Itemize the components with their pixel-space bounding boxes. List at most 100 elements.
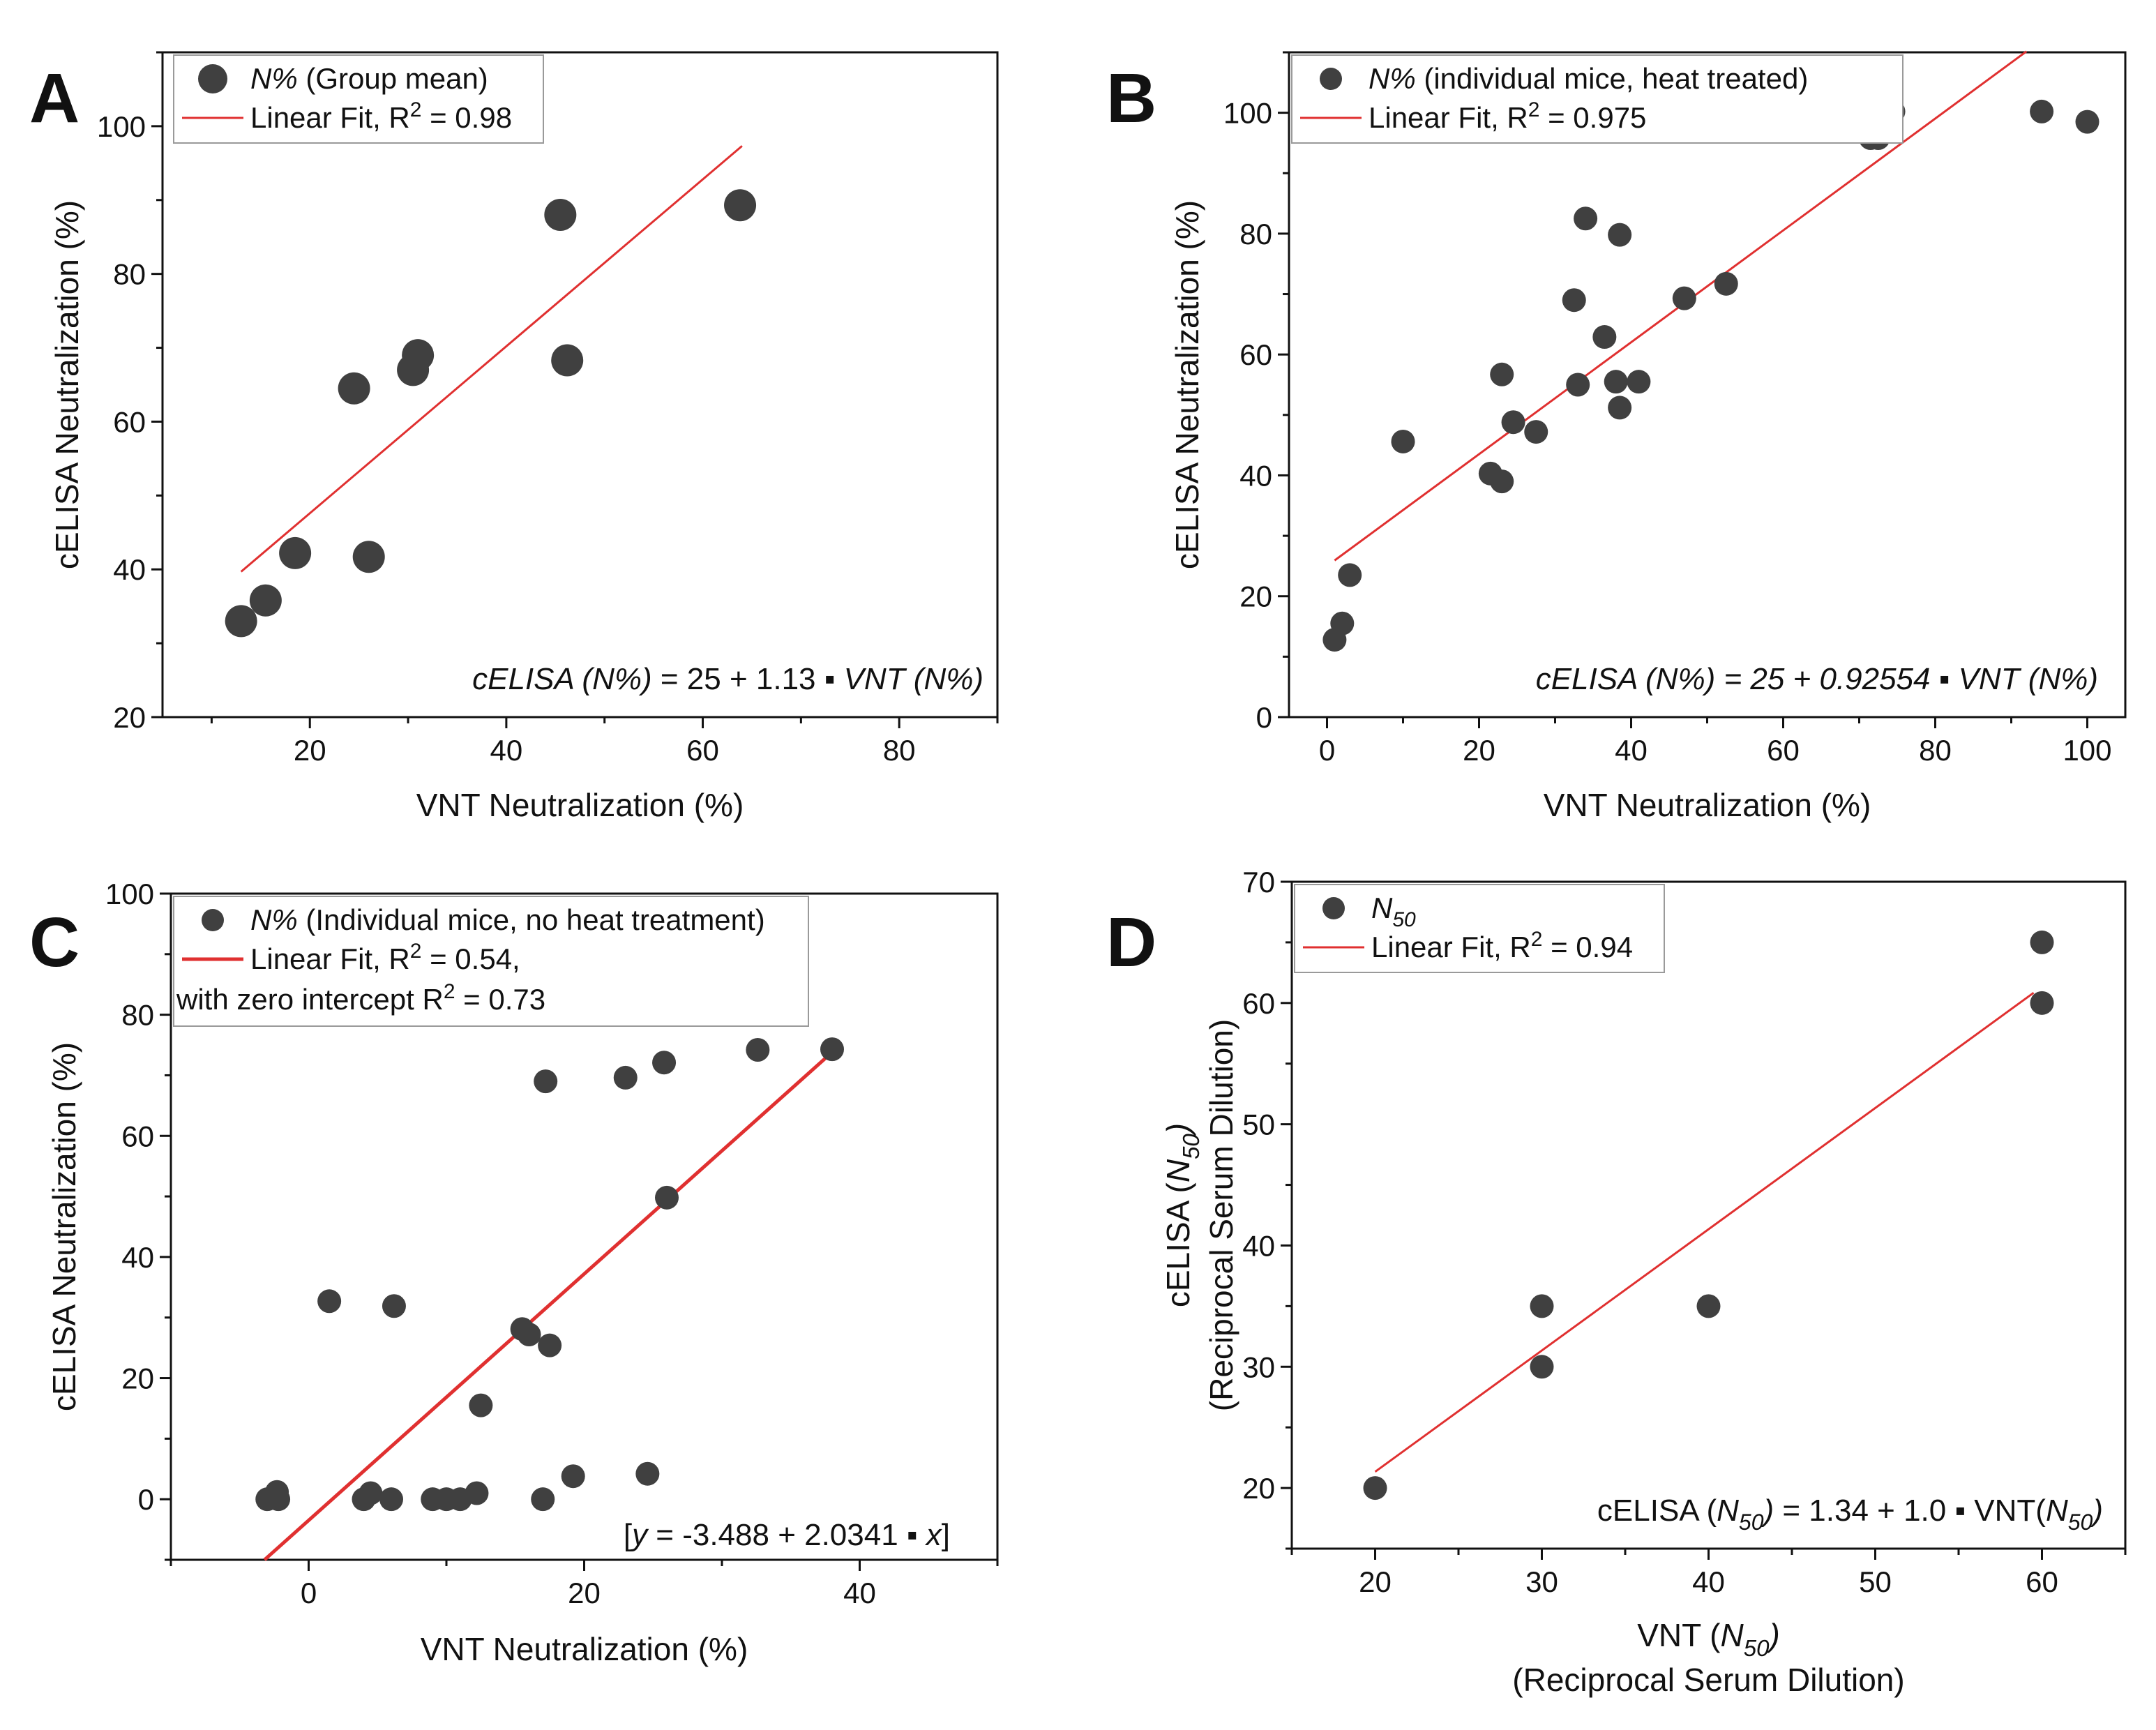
y-tick-label-c-2: 40 xyxy=(121,1241,154,1274)
legend-marker-d xyxy=(1322,897,1345,919)
data-point-c-0-18 xyxy=(561,1464,585,1489)
data-point-a-0-6 xyxy=(402,339,435,372)
fit-equation-d-part-6: VNT( xyxy=(1966,1494,2046,1528)
y-axis-label2-d: (Reciprocal Serum Dilution) xyxy=(1203,1019,1239,1411)
y-tick-label-d-1: 30 xyxy=(1242,1351,1275,1383)
legend-fit-value-a: = 0.98 xyxy=(421,101,512,134)
fit-equation-b-part-2: VNT (N%) xyxy=(1950,662,2098,696)
fit-equation-a-part-2: ▪ xyxy=(824,662,836,696)
y-tick-label-d-4: 60 xyxy=(1242,987,1275,1020)
fit-equation-d-part-0: cELISA ( xyxy=(1597,1494,1717,1528)
data-point-d-0-5 xyxy=(2030,991,2054,1015)
data-point-d-0-1 xyxy=(1530,1294,1554,1318)
fit-equation-c-part-1: y xyxy=(630,1518,649,1552)
data-point-b-0-9 xyxy=(1562,288,1586,313)
data-point-c-0-5 xyxy=(359,1481,383,1505)
legend-series-plain-a: (Group mean) xyxy=(298,62,488,95)
data-point-c-0-14 xyxy=(517,1323,541,1347)
x-tick-label-c-1: 20 xyxy=(568,1577,601,1609)
data-point-c-0-3 xyxy=(317,1289,342,1314)
data-point-d-0-3 xyxy=(1696,1294,1721,1318)
x-axis-label-b: VNT Neutralization (%) xyxy=(1544,787,1871,823)
fit-equation-c: [y = -3.488 + 2.0341 ▪ x] xyxy=(624,1518,950,1552)
fit-equation-a-part-0: cELISA (N%) xyxy=(472,662,652,696)
fit-line-c xyxy=(263,1052,832,1561)
data-point-a-0-0 xyxy=(225,605,257,638)
legend-series-italic-a: N% xyxy=(250,62,298,95)
fit-equation-b-part-1: ▪ xyxy=(1939,662,1950,696)
legend-fit-sup-c: 2 xyxy=(410,940,422,963)
x-tick-label-c-2: 40 xyxy=(843,1577,876,1609)
data-point-b-0-10 xyxy=(1566,373,1590,397)
legend-fit-label-a: Linear Fit, R2 = 0.98 xyxy=(250,98,512,134)
x-tick-label-b-0: 0 xyxy=(1319,734,1335,767)
x-tick-label-d-3: 50 xyxy=(1859,1565,1892,1598)
legend-marker-a xyxy=(198,64,227,93)
data-point-d-0-0 xyxy=(1363,1476,1387,1500)
data-point-b-0-16 xyxy=(1627,370,1651,394)
legend-extra-text-c: with zero intercept R xyxy=(176,983,444,1016)
data-point-c-0-16 xyxy=(534,1069,558,1094)
x-tick-label-b-1: 20 xyxy=(1463,734,1495,767)
data-point-b-0-23 xyxy=(2030,99,2054,123)
legend-marker-c xyxy=(202,909,224,931)
legend-fit-value-c: = 0.54, xyxy=(421,942,520,975)
fit-equation-a: cELISA (N%) = 25 + 1.13 ▪ VNT (N%) xyxy=(472,662,983,696)
legend-series-sub-d: 50 xyxy=(1392,908,1416,931)
fit-line-a xyxy=(240,145,743,573)
data-point-b-0-14 xyxy=(1608,396,1632,420)
legend-fit-label-d: Linear Fit, R2 = 0.94 xyxy=(1371,928,1633,963)
fit-equation-d-part-9: ) xyxy=(2089,1494,2103,1528)
legend-box-a xyxy=(173,54,544,144)
legend-series-plain-b: (individual mice, heat treated) xyxy=(1416,62,1809,95)
y-tick-label-a-1: 40 xyxy=(113,553,146,586)
legend-fit-text-c: Linear Fit, R xyxy=(250,942,410,975)
legend-series-plain-c: (Individual mice, no heat treatment) xyxy=(298,903,765,936)
fit-equation-d-part-2: 50 xyxy=(1739,1510,1764,1535)
fit-equation-d: cELISA (N50) = 1.34 + 1.0 ▪ VNT(N50) xyxy=(1597,1494,2103,1535)
data-point-b-0-15 xyxy=(1608,223,1632,247)
data-point-b-0-6 xyxy=(1490,362,1514,386)
data-point-b-0-8 xyxy=(1524,420,1548,444)
x-tick-label-a-0: 20 xyxy=(294,734,326,767)
data-point-c-0-21 xyxy=(652,1051,677,1075)
fit-equation-c-part-6: ] xyxy=(942,1518,950,1552)
x-tick-label-d-2: 40 xyxy=(1692,1565,1725,1598)
data-point-c-0-12 xyxy=(469,1393,493,1417)
fit-equation-d-part-5: ▪ xyxy=(1954,1494,1966,1528)
plot-frame-a xyxy=(161,51,999,719)
fit-equation-c-part-5: x xyxy=(925,1518,943,1552)
data-point-c-0-11 xyxy=(465,1481,489,1505)
x-axis-label2-d: (Reciprocal Serum Dilution) xyxy=(1512,1662,1904,1698)
data-point-a-0-7 xyxy=(544,198,577,231)
data-point-a-0-9 xyxy=(724,189,757,222)
data-point-b-0-13 xyxy=(1604,370,1628,394)
panel-b: B 0 20 40 60 80 100 0 20 40 60 80 100 VNT Neutralizat… xyxy=(1106,50,2127,823)
fit-equation-b-part-0: cELISA (N%) = 25 + 0.92554 xyxy=(1536,662,1939,696)
panel-letter-c: C xyxy=(29,903,80,981)
panel-a: A 20 40 60 80 20 40 60 80 100 VNT Neutralization (… xyxy=(29,51,999,823)
legend-fit-label-c: Linear Fit, R2 = 0.54, xyxy=(250,940,520,975)
y-tick-label-a-2: 60 xyxy=(113,405,146,438)
legend-fit-text-b: Linear Fit, R xyxy=(1369,101,1528,134)
y-tick-label-d-5: 70 xyxy=(1242,866,1275,898)
legend-box-c xyxy=(173,896,809,1027)
legend-extra-value-c: = 0.73 xyxy=(455,983,546,1016)
y-axis-label-d-part-2: 50 xyxy=(1178,1134,1204,1159)
x-axis-label-d-part-0: VNT ( xyxy=(1637,1617,1721,1653)
legend-extra-sup-c: 2 xyxy=(444,980,455,1003)
data-point-b-0-24 xyxy=(2075,110,2100,134)
data-point-c-0-6 xyxy=(379,1487,403,1512)
legend-marker-b xyxy=(1320,68,1342,90)
x-tick-label-b-4: 80 xyxy=(1919,734,1952,767)
legend-fit-value-b: = 0.975 xyxy=(1539,101,1646,134)
legend-fit-text-a: Linear Fit, R xyxy=(250,101,410,134)
data-point-c-0-15 xyxy=(531,1487,555,1512)
fit-equation-c-part-2: = -3.488 + 2.0341 xyxy=(647,1518,907,1552)
legend-series-label-c: N% (Individual mice, no heat treatment) xyxy=(250,903,765,936)
data-point-a-0-8 xyxy=(551,344,584,377)
legend-series-italic-d: N xyxy=(1371,892,1393,924)
data-point-c-0-7 xyxy=(382,1294,406,1318)
y-tick-label-a-4: 100 xyxy=(97,110,146,143)
